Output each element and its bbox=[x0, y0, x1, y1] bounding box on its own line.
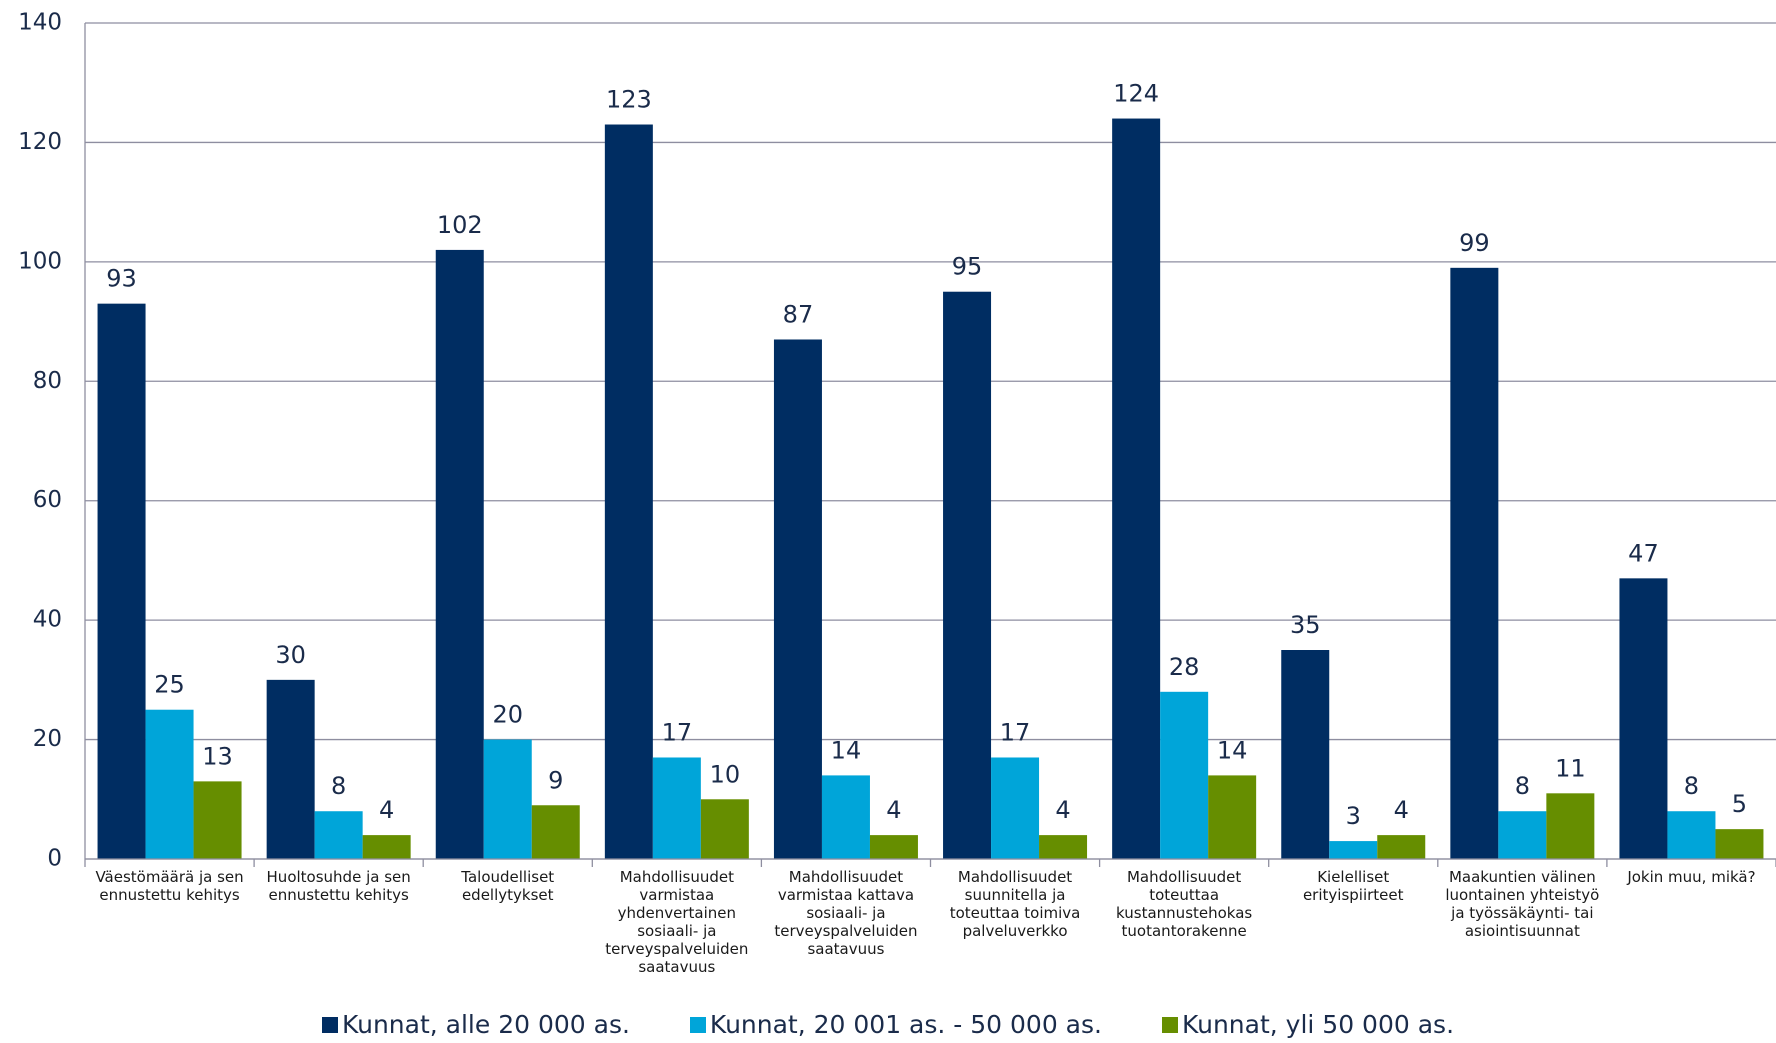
bar bbox=[97, 303, 146, 860]
y-tick-label: 120 bbox=[18, 129, 62, 155]
data-label: 99 bbox=[1459, 229, 1490, 257]
bar bbox=[483, 739, 532, 859]
bar bbox=[1715, 829, 1764, 859]
legend-item: Kunnat, alle 20 000 as. bbox=[321, 1010, 630, 1039]
data-label: 9 bbox=[548, 766, 563, 794]
bar bbox=[1208, 775, 1257, 859]
bar bbox=[1450, 267, 1499, 859]
data-label: 123 bbox=[606, 86, 652, 114]
data-label: 4 bbox=[379, 796, 394, 824]
data-label: 8 bbox=[1515, 772, 1530, 800]
x-tick-label: Huoltosuhde ja sen ennustettu kehitys bbox=[266, 868, 411, 904]
bar bbox=[1667, 811, 1716, 859]
x-tick-label: Väestömäärä ja sen ennustettu kehitys bbox=[95, 868, 244, 904]
data-label: 102 bbox=[437, 211, 483, 239]
x-tick-label: Mahdollisuudet varmistaa yhdenvertainen … bbox=[605, 868, 749, 976]
bar bbox=[1498, 811, 1547, 859]
x-tick-label: Mahdollisuudet suunnitella ja toteuttaa … bbox=[949, 868, 1081, 940]
y-tick-label: 20 bbox=[33, 726, 62, 752]
bar bbox=[700, 799, 749, 859]
legend-label: Kunnat, alle 20 000 as. bbox=[341, 1010, 630, 1039]
data-label: 14 bbox=[1217, 736, 1248, 764]
x-tick-label: Taloudelliset edellytykset bbox=[461, 868, 555, 904]
bar bbox=[652, 757, 701, 859]
data-label: 11 bbox=[1555, 754, 1586, 782]
bar bbox=[773, 339, 822, 859]
data-label: 8 bbox=[1684, 772, 1699, 800]
data-label: 8 bbox=[331, 772, 346, 800]
bar bbox=[1546, 793, 1595, 859]
y-tick-label: 40 bbox=[33, 607, 62, 633]
bar bbox=[314, 811, 363, 859]
y-tick-label: 140 bbox=[18, 10, 62, 36]
bar bbox=[821, 775, 870, 859]
bar bbox=[943, 291, 992, 859]
legend-swatch bbox=[321, 1016, 338, 1033]
y-tick-label: 60 bbox=[33, 487, 62, 513]
data-label: 93 bbox=[106, 265, 137, 293]
legend-label: Kunnat, yli 50 000 as. bbox=[1181, 1010, 1455, 1039]
y-tick-label: 80 bbox=[33, 368, 62, 394]
y-tick-label: 0 bbox=[47, 846, 62, 872]
data-label: 5 bbox=[1732, 790, 1747, 818]
data-label: 13 bbox=[202, 742, 233, 770]
data-label: 17 bbox=[662, 718, 693, 746]
data-label: 25 bbox=[154, 671, 185, 699]
bar bbox=[435, 249, 484, 859]
bar bbox=[193, 781, 242, 859]
data-label: 95 bbox=[952, 253, 983, 281]
x-tick-label: Maakuntien välinen luontainen yhteistyö … bbox=[1445, 868, 1600, 940]
data-label: 20 bbox=[492, 701, 523, 729]
bar bbox=[869, 835, 918, 859]
x-tick-label: Jokin muu, mikä? bbox=[1627, 868, 1756, 886]
data-label: 4 bbox=[1394, 796, 1409, 824]
legend-swatch bbox=[689, 1016, 706, 1033]
data-label: 87 bbox=[783, 300, 814, 328]
legend-item: Kunnat, yli 50 000 as. bbox=[1161, 1010, 1455, 1039]
data-label: 35 bbox=[1290, 611, 1321, 639]
y-tick-label: 100 bbox=[18, 248, 62, 274]
bar bbox=[266, 679, 315, 859]
data-label: 4 bbox=[1055, 796, 1070, 824]
data-label: 28 bbox=[1169, 653, 1200, 681]
legend: Kunnat, alle 20 000 as. Kunnat, 20 001 as… bbox=[0, 1010, 1776, 1039]
data-label: 14 bbox=[831, 736, 862, 764]
bar bbox=[604, 124, 653, 859]
bar bbox=[1160, 691, 1209, 859]
x-tick-label: Mahdollisuudet varmistaa kattava sosiaal… bbox=[774, 868, 918, 958]
bar bbox=[1619, 578, 1668, 859]
data-label: 4 bbox=[886, 796, 901, 824]
data-label: 3 bbox=[1346, 802, 1361, 830]
data-label: 10 bbox=[710, 760, 741, 788]
bar bbox=[1281, 650, 1330, 859]
bar bbox=[1112, 118, 1161, 860]
data-label: 30 bbox=[275, 641, 306, 669]
data-label: 17 bbox=[1000, 718, 1031, 746]
bar bbox=[1039, 835, 1088, 859]
x-tick-label: Kielelliset erityispiirteet bbox=[1302, 868, 1404, 904]
bar bbox=[1377, 835, 1426, 859]
legend-item: Kunnat, 20 001 as. - 50 000 as. bbox=[689, 1010, 1102, 1039]
legend-swatch bbox=[1161, 1016, 1178, 1033]
bar bbox=[362, 835, 411, 859]
data-label: 47 bbox=[1628, 539, 1659, 567]
bar bbox=[145, 709, 194, 859]
data-label: 124 bbox=[1113, 80, 1159, 108]
x-tick-label: Mahdollisuudet toteuttaa kustannustehoka… bbox=[1116, 868, 1253, 940]
bar bbox=[1329, 841, 1378, 859]
legend-label: Kunnat, 20 001 as. - 50 000 as. bbox=[709, 1010, 1102, 1039]
bar bbox=[991, 757, 1040, 859]
bar bbox=[531, 805, 580, 859]
